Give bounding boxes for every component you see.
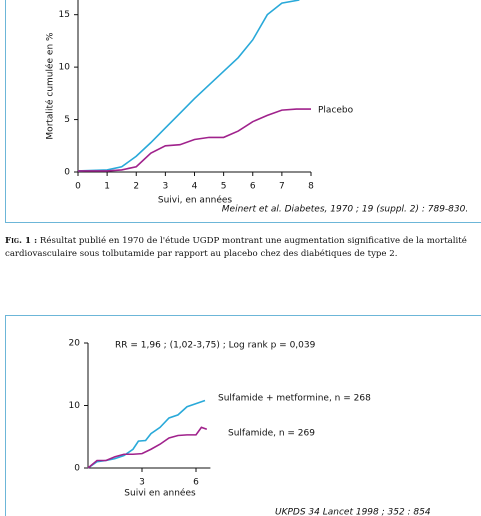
y-tick-label: 5 [64, 115, 70, 125]
series-line [87, 426, 208, 469]
x-tick-label: 4 [192, 182, 198, 192]
x-tick-label: 6 [193, 478, 199, 488]
source: Meinert et al. Diabetes, 1970 ; 19 (supp… [222, 205, 468, 215]
x-tick-label: 1 [104, 182, 110, 192]
series-line [78, 108, 311, 172]
x-tick-label: 0 [75, 182, 81, 192]
y-axis-label: Mortalité cumulée en % [45, 32, 56, 140]
x-tick-label: 3 [163, 182, 169, 192]
annotation: RR = 1,96 ; (1,02-3,75) ; Log rank p = 0… [115, 341, 316, 351]
caption-label: Fig. 1 : [5, 236, 38, 246]
caption: Fig. 1 : Résultat publié en 1970 de l'ét… [5, 235, 481, 261]
caption-text: Résultat publié en 1970 de l'étude UGDP … [5, 236, 467, 259]
x-tick-label: 8 [308, 182, 314, 192]
y-tick-label: 10 [69, 401, 81, 411]
series-label: Placebo [318, 106, 354, 116]
y-tick-label: 20 [69, 339, 81, 349]
y-tick-label: 10 [59, 63, 71, 73]
y-tick-label: 0 [64, 168, 70, 178]
x-tick-label: 5 [221, 182, 227, 192]
series-label: Sulfamide, n = 269 [228, 429, 315, 439]
source: UKPDS 34 Lancet 1998 ; 352 : 854 [275, 508, 431, 516]
x-axis-label: Suivi, en années [158, 195, 233, 206]
series-label: Sulfamide + metformine, n = 268 [218, 394, 371, 404]
x-tick-label: 3 [139, 478, 145, 488]
y-tick-label: 15 [59, 10, 70, 20]
y-tick-label: 0 [74, 464, 80, 474]
x-tick-label: 2 [133, 182, 139, 192]
x-tick-label: 6 [250, 182, 256, 192]
series-line [77, 0, 300, 172]
x-axis-label: Suivi en années [124, 488, 196, 499]
x-tick-label: 7 [279, 182, 285, 192]
